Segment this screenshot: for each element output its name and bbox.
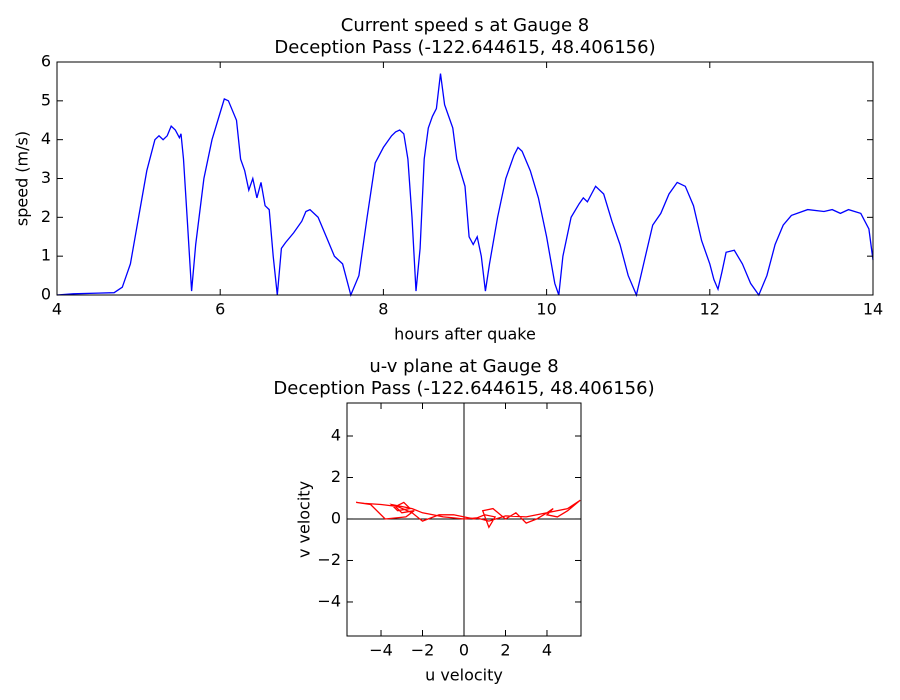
y-tick-label: −2 [317, 550, 341, 569]
chart-title: u-v plane at Gauge 8 [369, 356, 558, 377]
x-tick-label: 12 [700, 300, 720, 319]
x-axis-label: u velocity [425, 666, 503, 685]
x-tick-label: −4 [369, 641, 393, 660]
x-tick-label: −2 [411, 641, 435, 660]
chart-subtitle: Deception Pass (-122.644615, 48.406156) [274, 37, 655, 58]
x-tick-label: 10 [536, 300, 556, 319]
y-tick-label: 0 [41, 285, 51, 304]
y-tick-label: 2 [41, 207, 51, 226]
x-tick-label: 0 [459, 641, 469, 660]
x-axis-label: hours after quake [394, 325, 536, 344]
y-axis-label: speed (m/s) [13, 131, 32, 226]
chart-title: Current speed s at Gauge 8 [341, 15, 589, 36]
chart-subtitle: Deception Pass (-122.644615, 48.406156) [273, 378, 654, 399]
axes-frame [56, 61, 874, 296]
y-tick-label: 5 [41, 90, 51, 109]
data-line [356, 499, 581, 529]
y-tick-label: 0 [331, 508, 341, 527]
y-tick-label: 2 [331, 467, 341, 486]
y-tick-label: 3 [41, 168, 51, 187]
y-tick-label: 1 [41, 246, 51, 265]
x-tick-label: 6 [215, 300, 225, 319]
y-tick-label: 4 [41, 129, 51, 148]
y-tick-label: 4 [331, 425, 341, 444]
x-tick-label: 4 [52, 300, 62, 319]
x-tick-label: 2 [500, 641, 510, 660]
y-tick-label: 6 [41, 52, 51, 71]
x-tick-label: 4 [542, 641, 552, 660]
x-tick-label: 8 [378, 300, 388, 319]
data-line [56, 73, 874, 298]
y-tick-label: −4 [317, 591, 341, 610]
y-axis-label: v velocity [295, 481, 314, 558]
x-tick-label: 14 [863, 300, 883, 319]
